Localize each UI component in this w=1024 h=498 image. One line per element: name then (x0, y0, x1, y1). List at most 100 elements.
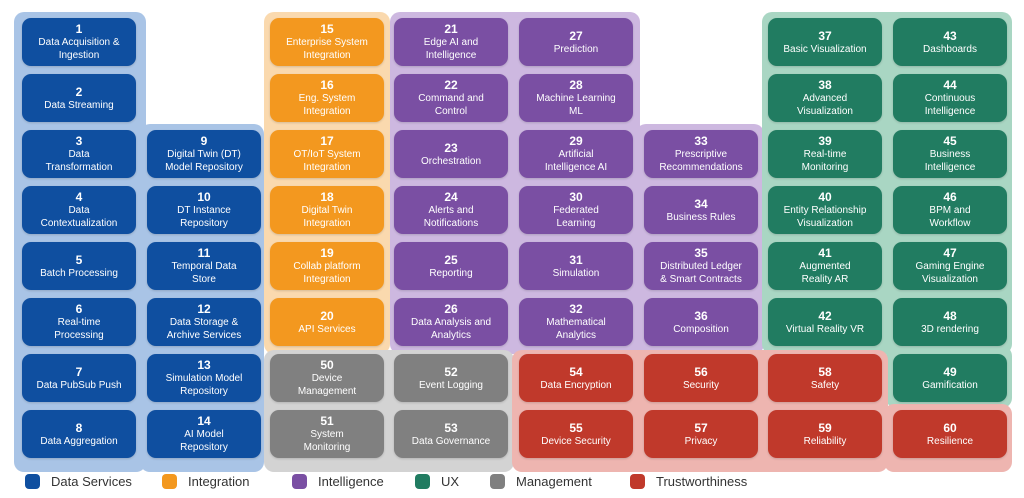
legend-item-integration: Integration (162, 472, 249, 490)
tile-label: Data Storage & Archive Services (166, 317, 242, 341)
tile-number: 22 (444, 78, 458, 92)
tile-number: 19 (320, 246, 334, 260)
tile-number: 55 (569, 420, 583, 435)
tile-number: 18 (320, 190, 334, 204)
capability-tile-18: 18 Digital Twin Integration (270, 186, 384, 234)
tile-label: Security (682, 379, 720, 391)
capability-tile-13: 13 Simulation Model Repository (147, 354, 261, 402)
tile-number: 9 (200, 134, 208, 148)
tile-number: 21 (444, 22, 458, 36)
tile-label: Federated Learning (553, 205, 599, 229)
capability-tile-19: 19 Collab platform Integration (270, 242, 384, 290)
capability-tile-60: 60 Resilience (893, 410, 1007, 458)
tile-number: 7 (75, 364, 83, 379)
tile-label: Augmented Reality AR (799, 261, 851, 285)
tile-number: 36 (694, 308, 708, 323)
tile-label: Data Streaming (44, 99, 114, 111)
capability-tile-40: 40 Entity Relationship Visualization (768, 186, 882, 234)
tile-number: 48 (943, 308, 957, 323)
tile-number: 17 (320, 134, 334, 148)
tile-number: 52 (444, 364, 458, 379)
tile-label: Basic Visualization (783, 43, 867, 55)
zone-intelligence-main (390, 12, 640, 354)
legend-label: Trustworthiness (656, 473, 748, 489)
tile-number: 46 (943, 190, 957, 204)
tile-label: Advanced Visualization (797, 93, 853, 117)
tile-label: Prediction (553, 43, 599, 55)
tile-number: 23 (444, 140, 458, 155)
tile-label: Real-time Monitoring (801, 149, 849, 173)
tile-number: 50 (320, 358, 334, 372)
tile-label: Simulation (552, 267, 600, 279)
capability-tile-47: 47 Gaming Engine Visualization (893, 242, 1007, 290)
tile-label: Artificial Intelligence AI (544, 149, 608, 173)
tile-label: Gaming Engine Visualization (915, 261, 985, 285)
legend-label: Data Services (51, 473, 132, 489)
tile-number: 6 (75, 302, 83, 316)
tile-label: Distributed Ledger & Smart Contracts (660, 261, 742, 285)
capability-tile-48: 48 3D rendering (893, 298, 1007, 346)
tile-label: Reliability (803, 435, 847, 447)
tile-number: 44 (943, 78, 957, 92)
tile-number: 60 (943, 420, 957, 435)
tile-number: 47 (943, 246, 957, 260)
tile-label: Command and Control (418, 93, 484, 117)
capability-tile-7: 7 Data PubSub Push (22, 354, 136, 402)
tile-number: 5 (75, 252, 83, 267)
capability-tile-15: 15 Enterprise System Integration (270, 18, 384, 66)
tile-number: 15 (320, 22, 334, 36)
capability-tile-35: 35 Distributed Ledger & Smart Contracts (644, 242, 758, 290)
tile-label: Batch Processing (40, 267, 118, 279)
capability-tile-12: 12 Data Storage & Archive Services (147, 298, 261, 346)
capability-tile-20: 20 API Services (270, 298, 384, 346)
tile-label: DT Instance Repository (177, 205, 231, 229)
tile-label: OT/IoT System Integration (293, 149, 361, 173)
legend-swatch (630, 473, 645, 489)
capability-tile-30: 30 Federated Learning (519, 186, 633, 234)
legend-item-management: Management (490, 472, 592, 490)
tile-number: 59 (818, 420, 832, 435)
legend-swatch (162, 473, 177, 489)
capability-tile-53: 53 Data Governance (394, 410, 508, 458)
capability-tile-16: 16 Eng. System Integration (270, 74, 384, 122)
tile-number: 12 (197, 302, 211, 316)
tile-number: 39 (818, 134, 832, 148)
tile-number: 57 (694, 420, 708, 435)
tile-label: Collab platform Integration (293, 261, 361, 285)
capability-tile-22: 22 Command and Control (394, 74, 508, 122)
capability-tile-52: 52 Event Logging (394, 354, 508, 402)
zone-integration (264, 12, 390, 354)
tile-number: 32 (569, 302, 583, 316)
legend-item-trustworthiness: Trustworthiness (630, 472, 747, 490)
capability-tile-4: 4 Data Contextualization (22, 186, 136, 234)
legend-swatch (292, 473, 307, 489)
tile-label: Device Security (541, 435, 611, 447)
tile-label: Digital Twin Integration (301, 205, 353, 229)
tile-label: Machine Learning ML (536, 93, 616, 117)
legend-label: Intelligence (318, 473, 384, 489)
tile-number: 35 (694, 246, 708, 260)
tile-number: 16 (320, 78, 334, 92)
tile-number: 3 (75, 134, 83, 148)
tile-label: Data Contextualization (40, 205, 118, 229)
tile-number: 58 (818, 364, 832, 379)
tile-number: 40 (818, 190, 832, 204)
legend-item-ux: UX (415, 472, 459, 490)
legend-item-intelligence: Intelligence (292, 472, 384, 490)
tile-label: Edge AI and Intelligence (423, 37, 479, 61)
tile-label: Resilience (926, 435, 974, 447)
tile-number: 33 (694, 134, 708, 148)
capability-tile-8: 8 Data Aggregation (22, 410, 136, 458)
tile-label: Alerts and Notifications (423, 205, 479, 229)
tile-label: Orchestration (420, 155, 482, 167)
tile-number: 38 (818, 78, 832, 92)
tile-number: 4 (75, 190, 83, 204)
capability-tile-14: 14 AI Model Repository (147, 410, 261, 458)
tile-label: Mathematical Analytics (546, 317, 606, 341)
tile-label: Gamification (922, 379, 978, 391)
tile-label: Reporting (429, 267, 473, 279)
legend-item-data-services: Data Services (25, 472, 132, 490)
tile-number: 45 (943, 134, 957, 148)
capability-tile-10: 10 DT Instance Repository (147, 186, 261, 234)
tile-number: 49 (943, 364, 957, 379)
